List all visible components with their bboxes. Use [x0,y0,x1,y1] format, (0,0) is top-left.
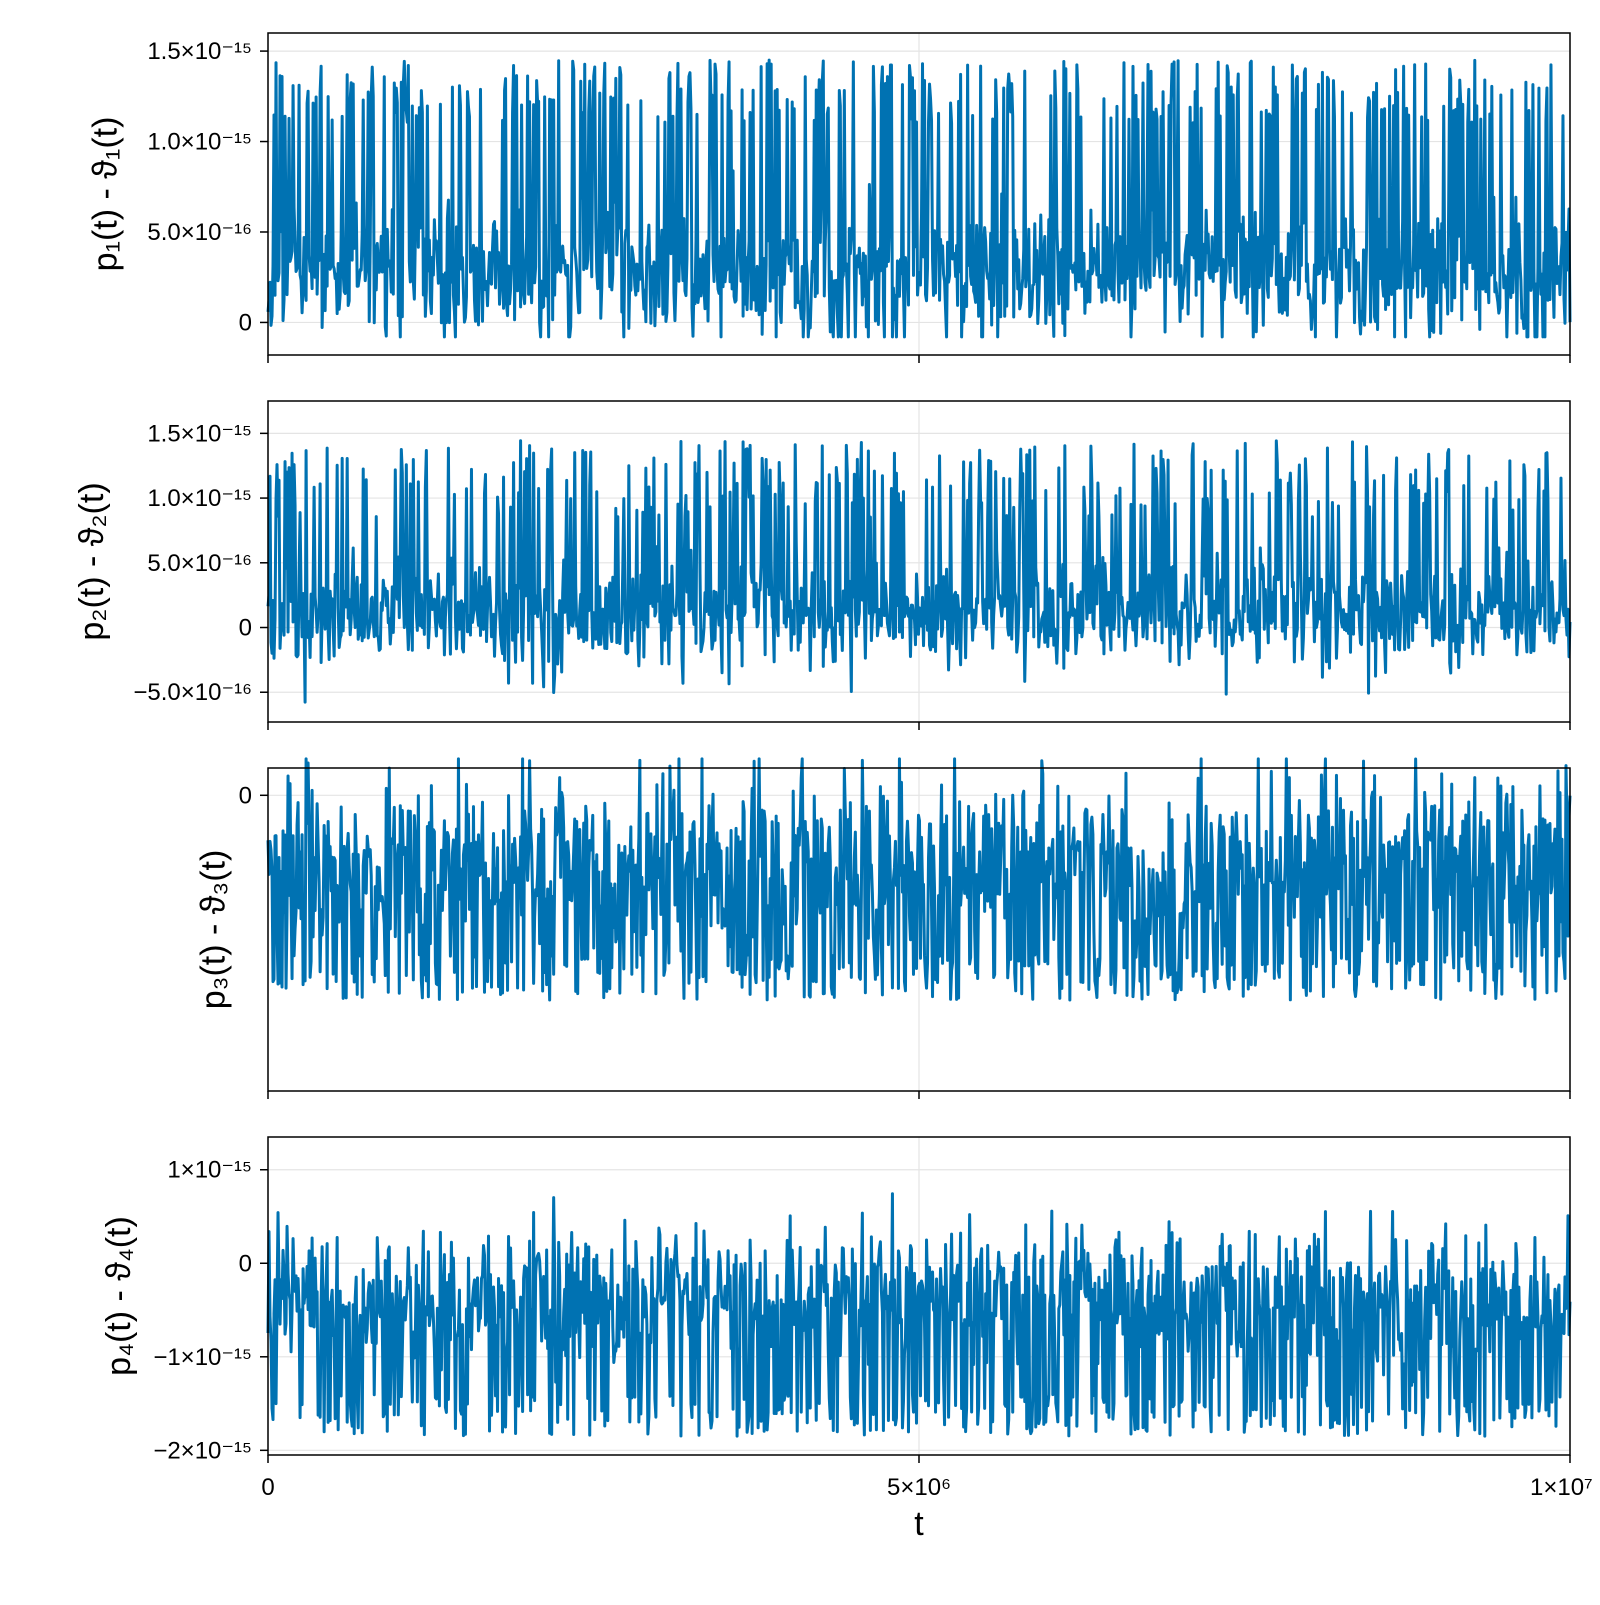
y-axis-title-2: p₂(t) - ϑ₂(t) [73,482,111,640]
series-line [266,439,1572,704]
data-layer [266,757,1572,1002]
data-layer [266,58,1572,339]
y-tick-label: 0 [239,615,252,642]
tick-layer: −2×10⁻¹⁵ −1×10⁻¹⁵ 0 1×10⁻¹⁵ 0 5×10⁶ 1×10⁷ [153,1136,1593,1501]
panel-2: −5.0×10⁻¹⁶ 0 5.0×10⁻¹⁶ 1.0×10⁻¹⁵ 1.5×10⁻¹⁵ p… [73,400,1572,730]
panel-3: 0 p₃(t) - ϑ₃(t) [195,757,1572,1099]
data-layer [266,1192,1572,1438]
series-line [266,757,1572,1002]
y-tick-label: 1.5×10⁻¹⁵ [147,420,252,447]
y-tick-label: 0 [239,782,252,809]
y-tick-label: −5.0×10⁻¹⁶ [133,679,252,706]
data-layer [266,439,1572,704]
y-tick-label: 5.0×10⁻¹⁶ [147,219,252,246]
y-tick-label: −2×10⁻¹⁵ [153,1437,252,1464]
series-line [266,1192,1572,1438]
y-tick-label: 0 [239,1250,252,1277]
tick-layer: 0 [239,767,1571,1099]
tick-layer: 0 5.0×10⁻¹⁶ 1.0×10⁻¹⁵ 1.5×10⁻¹⁵ [147,32,1571,363]
x-axis-title: t [914,1505,924,1543]
panel-1: 0 5.0×10⁻¹⁶ 1.0×10⁻¹⁵ 1.5×10⁻¹⁵ p₁(t) - ϑ₁(… [87,32,1572,363]
x-tick-label: 0 [261,1474,274,1501]
y-tick-label: 1×10⁻¹⁵ [167,1157,252,1184]
y-tick-label: 1.5×10⁻¹⁵ [147,38,252,65]
y-tick-label: −1×10⁻¹⁵ [153,1344,252,1371]
tick-layer: −5.0×10⁻¹⁶ 0 5.0×10⁻¹⁶ 1.0×10⁻¹⁵ 1.5×10⁻¹⁵ [133,400,1571,730]
y-tick-label: 1.0×10⁻¹⁵ [147,129,252,156]
x-tick-label: 5×10⁶ [887,1474,951,1501]
y-tick-label: 1.0×10⁻¹⁵ [147,485,252,512]
series-line [266,58,1572,339]
x-tick-label: 1×10⁷ [1530,1474,1593,1501]
y-tick-label: 5.0×10⁻¹⁶ [147,550,252,577]
y-axis-title-1: p₁(t) - ϑ₁(t) [87,117,125,272]
y-axis-title-3: p₃(t) - ϑ₃(t) [195,850,233,1010]
y-tick-label: 0 [239,309,252,336]
y-axis-title-4: p₄(t) - ϑ₄(t) [100,1216,138,1376]
panel-4: −2×10⁻¹⁵ −1×10⁻¹⁵ 0 1×10⁻¹⁵ 0 5×10⁶ 1×10⁷ p₄(t… [100,1136,1593,1501]
